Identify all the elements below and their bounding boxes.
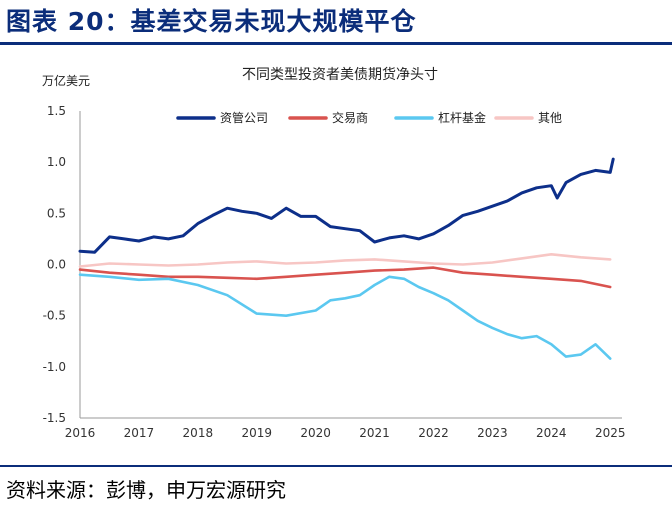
source-note: 资料来源：彭博，申万宏源研究	[6, 478, 286, 502]
legend-label: 杠杆基金	[438, 110, 486, 125]
x-tick-label: 2020	[300, 426, 331, 440]
y-tick-label: -1.5	[43, 411, 66, 425]
source-divider	[0, 465, 672, 467]
series-line	[78, 253, 612, 268]
chart-area: 不同类型投资者美债期货净头寸 万亿美元 资管公司 交易商 杠杆基金 其他 1.5 1.0…	[42, 66, 626, 440]
x-tick-label: 2019	[241, 426, 272, 440]
series-line	[78, 273, 612, 360]
x-tick-label: 2024	[536, 426, 567, 440]
series-layer	[78, 157, 615, 360]
legend: 资管公司 交易商 杠杆基金 其他	[176, 110, 562, 125]
x-tick-label: 2023	[477, 426, 508, 440]
y-tick-label: 0.0	[47, 258, 66, 272]
y-tick-label: -1.0	[43, 360, 66, 374]
x-tick-label: 2017	[124, 426, 155, 440]
chart-title: 不同类型投资者美债期货净头寸	[242, 66, 438, 83]
legend-label: 资管公司	[220, 110, 268, 125]
x-tick-label: 2025	[595, 426, 626, 440]
title-divider	[0, 42, 672, 45]
x-tick-label: 2018	[183, 426, 214, 440]
legend-label: 交易商	[332, 110, 368, 125]
series-line	[78, 157, 615, 254]
y-axis-unit-label: 万亿美元	[42, 73, 90, 88]
y-tick-label: -0.5	[43, 309, 66, 323]
x-tick-label: 2021	[359, 426, 390, 440]
y-tick-label: 1.5	[47, 104, 66, 118]
y-tick-label: 1.0	[47, 155, 66, 169]
figure-title: 图表 20：基差交易未现大规模平仓	[6, 7, 417, 36]
legend-label: 其他	[538, 111, 562, 125]
series-line	[78, 266, 612, 289]
x-tick-label: 2016	[65, 426, 96, 440]
y-tick-label: 0.5	[47, 206, 66, 220]
x-tick-label: 2022	[418, 426, 449, 440]
